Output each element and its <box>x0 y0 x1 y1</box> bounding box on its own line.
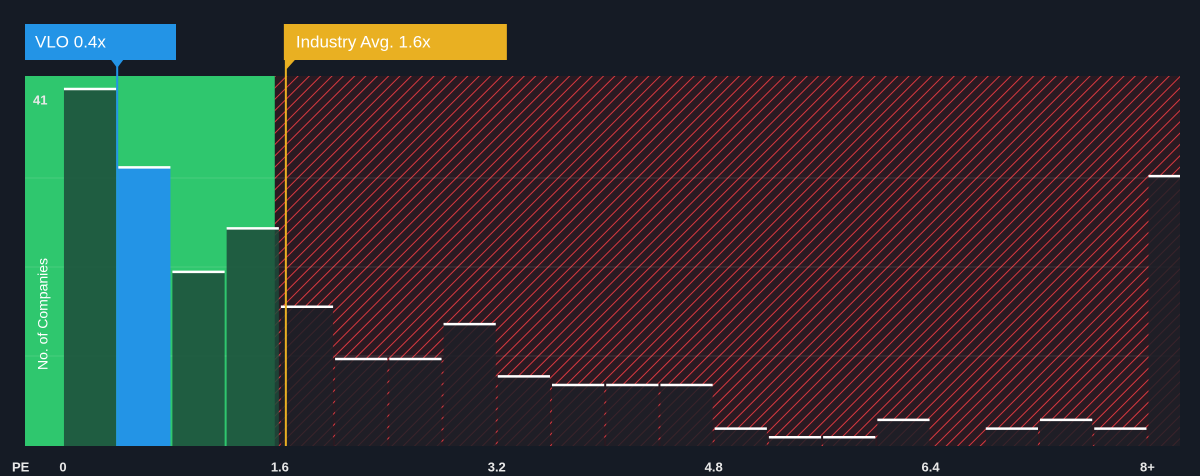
bar <box>335 358 388 446</box>
y-axis-label: No. of Companies <box>35 258 51 370</box>
vlo-pointer <box>111 60 124 68</box>
x-tick-label: 0 <box>59 459 66 474</box>
bar <box>280 306 334 446</box>
vlo-label-box <box>25 24 176 60</box>
industry-label: Industry Avg. 1.6x <box>296 32 431 51</box>
bar <box>985 428 1039 446</box>
bar <box>823 437 876 446</box>
x-tick-label: 6.4 <box>922 459 941 474</box>
bar <box>877 419 930 446</box>
bar <box>768 437 822 446</box>
bar <box>606 385 659 446</box>
bar <box>497 376 550 446</box>
bar <box>1148 176 1180 446</box>
bar <box>118 167 171 446</box>
industry-label-box <box>283 24 507 60</box>
x-tick-label: 4.8 <box>705 459 723 474</box>
x-tick-label: 8+ <box>1140 459 1155 474</box>
vlo-label: VLO 0.4x <box>35 32 106 51</box>
industry-pointer <box>284 60 295 70</box>
bar <box>660 385 713 446</box>
bar <box>389 358 442 446</box>
bar <box>551 385 605 446</box>
x-tick-label: 1.6 <box>271 459 289 474</box>
bar <box>1040 419 1093 446</box>
bar <box>443 324 496 446</box>
x-tick-label: 3.2 <box>488 459 506 474</box>
bar <box>63 89 117 446</box>
bar <box>714 428 767 446</box>
x-axis-label: PE <box>12 459 30 474</box>
bar <box>1094 428 1147 446</box>
bar <box>172 271 225 446</box>
y-tick-label: 41 <box>33 92 47 107</box>
bar <box>226 228 279 446</box>
